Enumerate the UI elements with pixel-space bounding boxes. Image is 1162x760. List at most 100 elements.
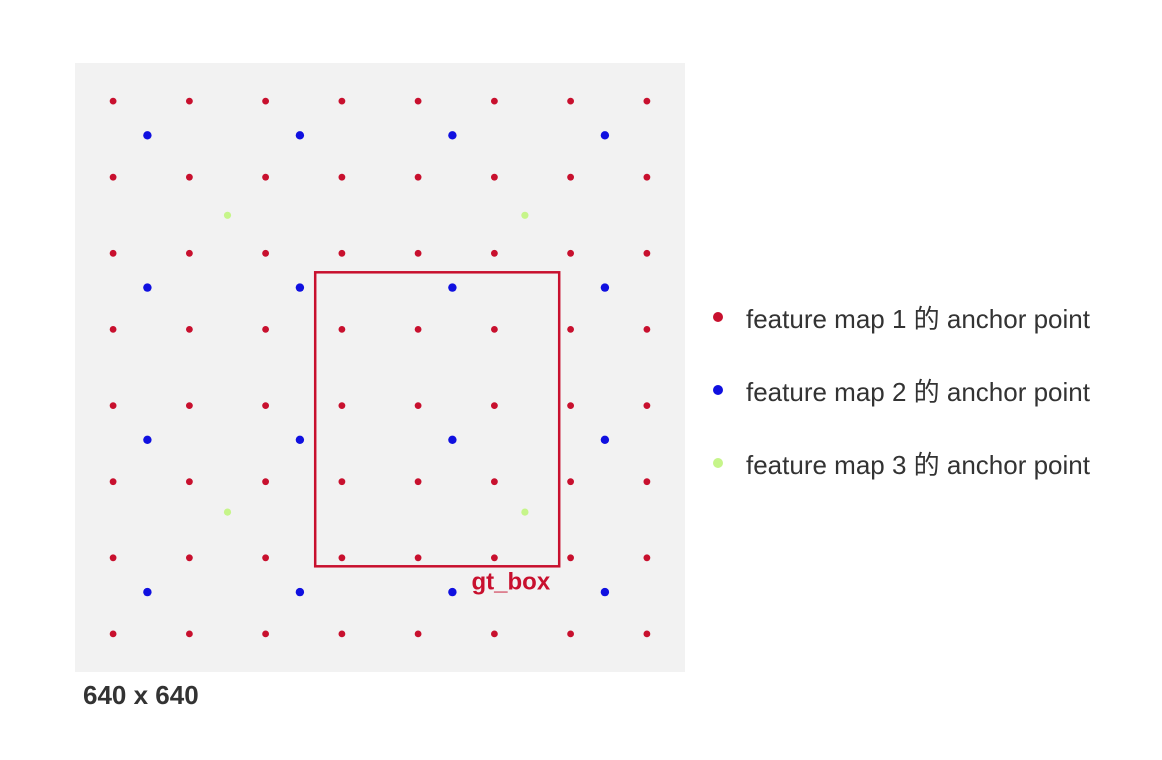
anchor-point	[262, 173, 269, 181]
anchor-point	[414, 173, 422, 181]
anchor-point	[448, 435, 457, 444]
anchor-point	[338, 554, 346, 562]
anchor-point	[414, 326, 422, 333]
anchor-point	[448, 587, 457, 597]
feature-map-3-points	[223, 211, 529, 516]
anchor-point	[643, 630, 651, 638]
anchor-point	[491, 97, 498, 105]
anchor-point	[414, 249, 422, 257]
anchor-point	[414, 630, 422, 638]
anchor-point	[600, 283, 610, 292]
anchor-point	[600, 435, 610, 444]
legend-dot-icon	[713, 385, 723, 395]
anchor-point	[262, 249, 269, 257]
feature-map-2-points	[143, 131, 610, 597]
anchor-point	[262, 97, 269, 105]
anchor-point	[186, 97, 193, 105]
anchor-point	[143, 587, 152, 597]
canvas-size-label: 640 x 640	[83, 680, 199, 710]
anchor-point	[600, 587, 610, 597]
anchor-point	[143, 131, 152, 140]
anchor-point	[643, 478, 651, 486]
anchor-point	[338, 97, 346, 105]
anchor-point	[338, 478, 346, 486]
anchor-point	[414, 554, 422, 562]
image-canvas: gt_box	[75, 63, 685, 672]
anchor-point	[262, 402, 269, 409]
anchor-point	[109, 249, 117, 257]
anchor-point	[143, 435, 152, 444]
anchor-point	[567, 249, 574, 257]
anchor-point	[109, 630, 117, 638]
anchor-point	[491, 249, 498, 257]
gt-box-label: gt_box	[472, 568, 551, 595]
anchor-point	[109, 326, 117, 333]
anchor-point	[262, 630, 269, 638]
anchor-point	[448, 283, 457, 292]
anchor-point	[262, 326, 269, 333]
legend-item-feature-map-2: feature map 2 的 anchor point	[706, 370, 1146, 410]
anchor-point	[295, 435, 305, 444]
anchor-point	[643, 554, 651, 562]
anchor-point	[338, 402, 346, 409]
anchor-point-plot: gt_box	[109, 97, 651, 638]
anchor-point	[414, 478, 422, 486]
legend-dot-icon	[713, 312, 723, 322]
anchor-point	[643, 97, 651, 105]
anchor-point	[491, 326, 498, 333]
anchor-point	[143, 283, 152, 292]
legend: feature map 1 的 anchor point feature map…	[706, 297, 1146, 516]
anchor-point	[567, 326, 574, 333]
anchor-point	[521, 211, 529, 219]
anchor-point	[643, 326, 651, 333]
anchor-point	[295, 587, 305, 597]
anchor-point	[186, 554, 193, 562]
anchor-point	[643, 249, 651, 257]
feature-map-1-points	[109, 97, 651, 638]
anchor-point	[223, 211, 232, 219]
anchor-point	[338, 630, 346, 638]
anchor-point	[186, 326, 193, 333]
anchor-point	[223, 508, 232, 516]
anchor-point	[567, 173, 574, 181]
anchor-point	[567, 554, 574, 562]
anchor-point	[338, 173, 346, 181]
anchor-point	[186, 630, 193, 638]
anchor-point	[109, 97, 117, 105]
anchor-point	[186, 478, 193, 486]
anchor-point	[186, 249, 193, 257]
anchor-point	[491, 173, 498, 181]
legend-label: feature map 3 的 anchor point	[746, 449, 1090, 480]
legend-label: feature map 2 的 anchor point	[746, 376, 1090, 407]
anchor-point	[414, 97, 422, 105]
anchor-point	[521, 508, 529, 516]
anchor-point	[186, 173, 193, 181]
anchor-point	[448, 131, 457, 140]
anchor-point	[600, 131, 610, 140]
anchor-point	[567, 402, 574, 409]
anchor-point	[567, 97, 574, 105]
anchor-point	[186, 402, 193, 409]
anchor-point	[295, 131, 305, 140]
anchor-point	[295, 283, 305, 292]
anchor-point	[338, 326, 346, 333]
anchor-point	[643, 402, 651, 409]
legend-label: feature map 1 的 anchor point	[746, 303, 1090, 334]
legend-item-feature-map-3: feature map 3 的 anchor point	[706, 443, 1146, 483]
anchor-point	[109, 478, 117, 486]
gt-box-rect	[313, 271, 561, 568]
anchor-point	[109, 173, 117, 181]
anchor-point	[262, 554, 269, 562]
legend-dot-icon	[713, 458, 723, 468]
anchor-point	[567, 478, 574, 486]
anchor-point	[491, 478, 498, 486]
anchor-point	[262, 478, 269, 486]
anchor-point	[414, 402, 422, 409]
anchor-point	[491, 630, 498, 638]
anchor-point	[491, 402, 498, 409]
anchor-point	[338, 249, 346, 257]
anchor-point	[491, 554, 498, 562]
anchor-point	[109, 402, 117, 409]
anchor-point	[643, 173, 651, 181]
